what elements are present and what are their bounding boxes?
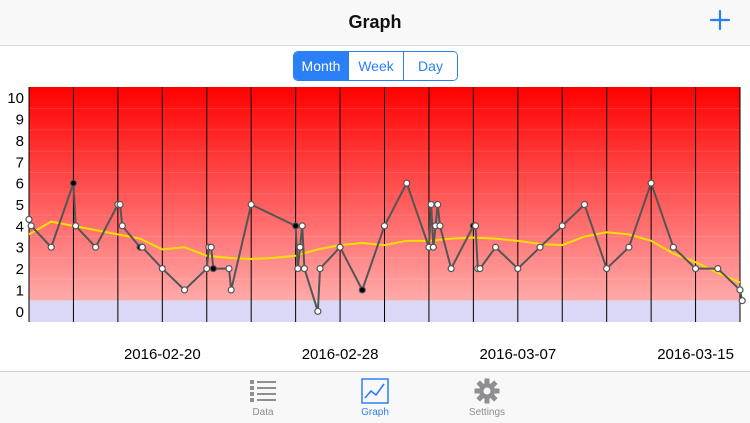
- navigation-bar: Graph: [0, 0, 750, 46]
- y-tick-label: 5: [16, 197, 24, 214]
- list-icon: [250, 380, 276, 402]
- x-tick-label: 2016-03-07: [479, 346, 556, 363]
- tab-settings[interactable]: Settings: [442, 372, 532, 423]
- tab-graph-label: Graph: [361, 407, 389, 418]
- data-point: [209, 264, 217, 273]
- add-icon[interactable]: [708, 8, 732, 32]
- segment-week[interactable]: Week: [348, 52, 403, 80]
- y-tick-label: 7: [16, 154, 24, 171]
- data-point: [714, 264, 722, 273]
- data-point: [27, 222, 35, 230]
- x-tick-label: 2016-02-20: [124, 346, 201, 363]
- segment-day[interactable]: Day: [403, 52, 457, 80]
- data-point: [514, 264, 522, 273]
- data-point: [300, 264, 309, 273]
- data-point: [203, 264, 211, 273]
- data-point: [116, 200, 124, 209]
- y-tick-label: 1: [16, 282, 24, 299]
- data-point: [669, 243, 677, 251]
- tab-data-label: Data: [252, 407, 274, 418]
- data-point: [47, 243, 55, 251]
- data-point: [118, 222, 126, 230]
- x-tick-label: 2016-02-28: [302, 346, 379, 363]
- data-point: [72, 222, 80, 230]
- line-chart-icon: [361, 378, 389, 404]
- data-point: [625, 243, 633, 251]
- data-point: [92, 243, 100, 251]
- data-point: [314, 307, 322, 315]
- data-point: [536, 243, 544, 251]
- data-point: [25, 215, 33, 224]
- y-tick-label: 3: [16, 240, 24, 257]
- data-point: [298, 222, 306, 230]
- trend-line: [28, 220, 741, 284]
- data-point: [738, 297, 746, 305]
- y-tick-label: 0: [16, 304, 24, 321]
- data-point: [647, 179, 655, 187]
- data-point: [158, 264, 166, 273]
- data-point: [225, 264, 233, 273]
- x-tick-label: 2016-03-15: [657, 346, 734, 363]
- data-point: [736, 286, 744, 294]
- segment-month[interactable]: Month: [294, 52, 348, 80]
- data-point: [69, 179, 78, 187]
- data-point: [429, 243, 437, 251]
- data-point: [558, 222, 566, 230]
- data-point: [207, 243, 215, 251]
- data-point: [336, 243, 344, 251]
- data-point: [316, 264, 324, 273]
- y-tick-label: 4: [16, 218, 24, 235]
- tab-bar: Data Graph Settings: [0, 371, 750, 423]
- data-point: [476, 264, 484, 273]
- gear-icon: [474, 378, 500, 404]
- data-point: [247, 200, 255, 209]
- data-point: [471, 222, 480, 230]
- y-tick-label: 10: [7, 90, 24, 107]
- range-segmented-control: Month Week Day: [293, 51, 458, 81]
- page-title: Graph: [348, 12, 402, 32]
- y-tick-label: 9: [16, 112, 24, 129]
- data-point: [403, 179, 411, 187]
- data-point: [491, 243, 500, 251]
- data-point: [138, 243, 146, 251]
- data-point: [358, 286, 366, 294]
- data-point: [691, 264, 700, 273]
- data-point: [603, 264, 611, 273]
- data-point: [380, 222, 389, 230]
- data-point: [436, 222, 444, 230]
- data-point: [447, 264, 455, 273]
- y-tick-label: 6: [16, 176, 24, 193]
- mood-line-chart: 0 1 2 3 4 5 6 7 8 9 10 2016-02-20 2016-02-28 2016-03…: [7, 87, 746, 363]
- tab-settings-label: Settings: [468, 407, 506, 418]
- data-point: [434, 200, 442, 209]
- data-point: [427, 200, 435, 209]
- data-point: [580, 200, 589, 209]
- tab-data[interactable]: Data: [218, 372, 308, 423]
- data-point: [180, 286, 189, 294]
- data-point: [294, 264, 302, 273]
- tab-graph[interactable]: Graph: [330, 372, 420, 423]
- data-point: [292, 222, 300, 230]
- y-tick-label: 2: [16, 261, 24, 278]
- data-point: [227, 286, 235, 294]
- data-point: [296, 243, 304, 251]
- y-tick-label: 8: [16, 133, 24, 150]
